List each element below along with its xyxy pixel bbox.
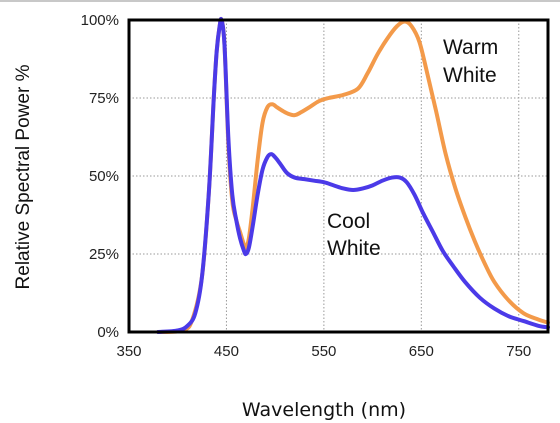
x-tick-label: 550: [311, 343, 336, 360]
y-tick-label: 100%: [81, 12, 119, 29]
annotation-warm-line1: Warm: [443, 36, 498, 59]
annotation-warm-line2: White: [443, 64, 497, 87]
x-tick-label: 450: [214, 343, 239, 360]
plot-frame: [127, 18, 550, 334]
annotation-warm-white: Warm White: [443, 36, 504, 87]
grid: [129, 20, 548, 332]
annotation-cool-line2: White: [327, 237, 381, 260]
y-axis-label: Relative Spectral Power %: [13, 64, 34, 289]
y-tick-label: 25%: [89, 246, 119, 263]
x-tick-label: 650: [409, 343, 434, 360]
annotation-cool-white: Cool White: [327, 210, 381, 260]
y-tick-label: 0%: [97, 324, 119, 341]
x-tick-label: 750: [506, 343, 531, 360]
x-tick-label: 350: [116, 343, 141, 360]
x-tick-labels: 350 450 550 650 750: [116, 343, 531, 360]
y-tick-labels: 0% 25% 50% 75% 100%: [81, 12, 119, 341]
y-tick-label: 50%: [89, 168, 119, 185]
y-tick-label: 75%: [89, 90, 119, 107]
x-axis-label: Wavelength (nm): [242, 399, 406, 421]
series-line-cool-white: [156, 16, 550, 334]
top-rule: [0, 0, 560, 2]
annotation-cool-line1: Cool: [327, 210, 370, 233]
